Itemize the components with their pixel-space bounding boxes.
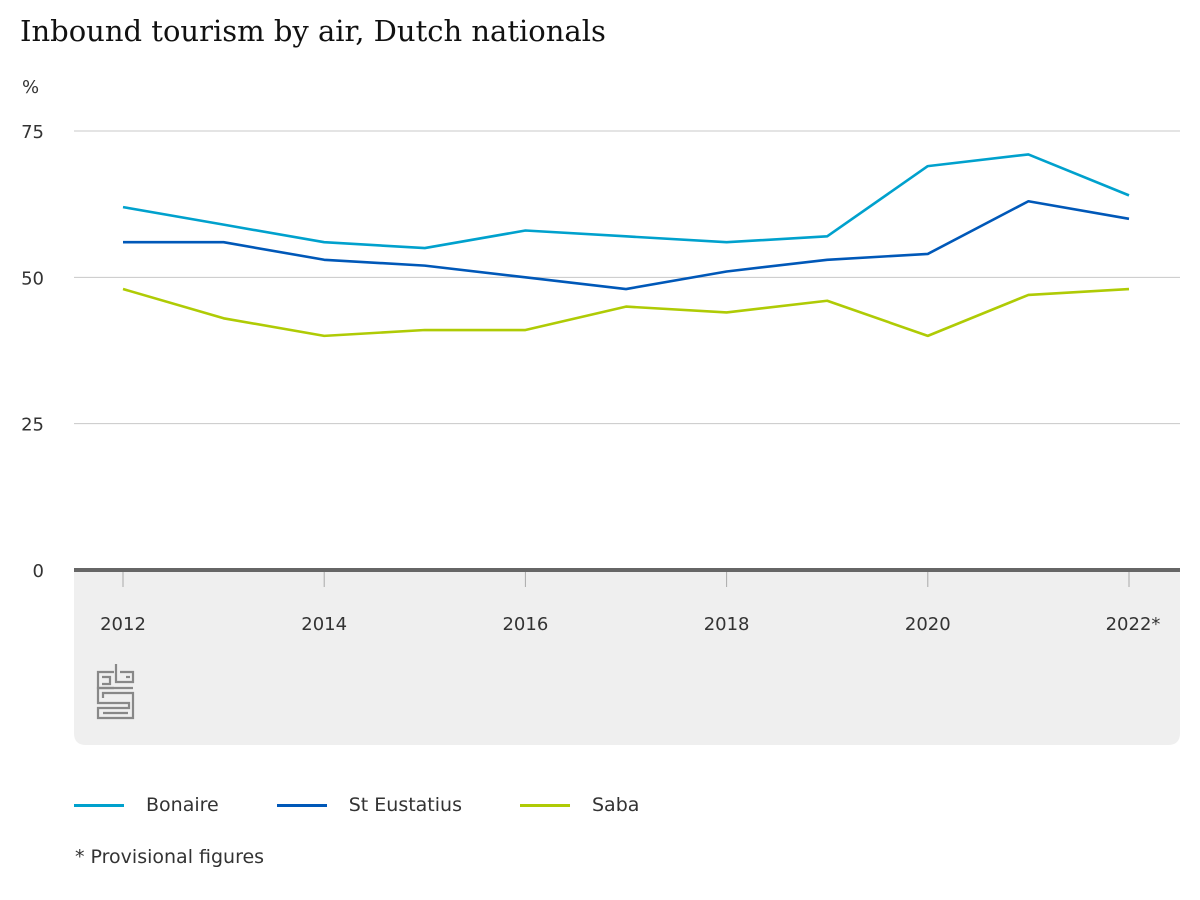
legend-label: Bonaire [146,794,219,816]
chart-title: Inbound tourism by air, Dutch nationals [20,14,606,48]
legend-item-saba[interactable]: Saba [519,794,640,816]
series-line-st-eustatius [123,199,1130,291]
y-tick-label: 50 [21,268,44,289]
x-tick-label: 2016 [502,614,548,635]
series-line-saba [122,287,1130,338]
legend-swatch [519,803,570,807]
x-tick-label: 2018 [704,614,750,635]
cbs-logo [96,664,135,720]
legend-swatch [276,803,327,807]
legend-item-st-eustatius[interactable]: St Eustatius [276,794,462,816]
y-tick-label: 75 [21,122,44,143]
y-axis-unit: % [22,77,40,98]
legend-label: Saba [591,794,640,816]
x-tick-label: 2020 [905,614,951,635]
y-tick-label: 25 [21,415,44,436]
footnote: * Provisional figures [75,846,265,868]
x-tick-label: 2012 [100,614,146,635]
y-tick-label: 0 [33,561,44,582]
x-tick-label: 2022* [1106,614,1161,635]
legend-item-bonaire[interactable]: Bonaire [74,794,219,816]
x-tick-label: 2014 [301,614,347,635]
legend-swatch [74,803,124,807]
legend: Bonaire St Eustatius Saba [74,794,697,816]
series-line-bonaire [122,153,1130,250]
legend-label: St Eustatius [348,794,462,816]
x-axis-band [74,570,1180,745]
